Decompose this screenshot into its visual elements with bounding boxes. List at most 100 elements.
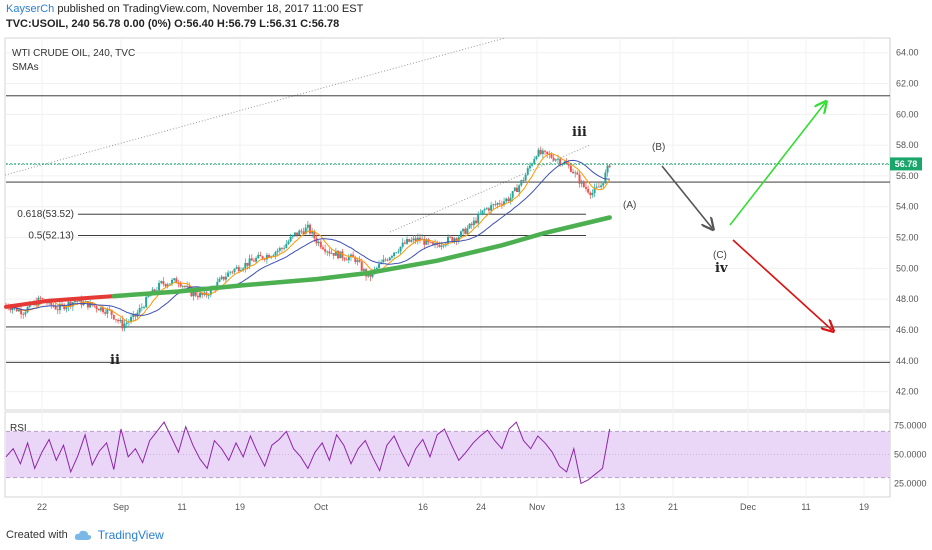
fib-label: 0.5(52.13) <box>28 231 74 242</box>
candle-body <box>330 252 333 254</box>
candle-body <box>600 185 603 188</box>
candle-body <box>360 261 363 271</box>
candle-body <box>507 198 510 202</box>
candle-body <box>188 285 191 288</box>
candle-body <box>518 185 521 192</box>
candle-body <box>406 239 409 244</box>
candle-body <box>597 186 600 188</box>
candle-body <box>563 162 566 164</box>
rsi-line <box>5 421 611 485</box>
candle-body <box>399 246 402 252</box>
candle-body <box>347 257 350 261</box>
candle-body <box>91 302 94 306</box>
candle-body <box>121 319 124 329</box>
candle-body <box>485 208 488 210</box>
candle-body <box>216 281 219 289</box>
bearish-arrow[interactable] <box>732 239 832 330</box>
rsi-tick-label: 50.0000 <box>894 450 927 460</box>
candle-body <box>431 242 434 245</box>
candle-body <box>442 245 445 247</box>
price-pane-frame <box>4 37 891 411</box>
rsi-tick-label: 25.0000 <box>894 478 927 488</box>
projection-arrow-c[interactable] <box>661 165 712 228</box>
candle-body <box>67 301 70 307</box>
price-tick-label: 50.00 <box>896 263 919 273</box>
candle-body <box>140 307 143 309</box>
fibonacci-levels: 0.618(53.52) 0.5(52.13) <box>17 209 586 242</box>
candle-body <box>375 267 378 270</box>
candle-body <box>466 228 469 234</box>
candle-body <box>89 302 92 308</box>
candle-body <box>205 292 208 296</box>
candle-body <box>397 251 400 253</box>
author-link[interactable]: KayserCh <box>6 3 55 15</box>
candle-body <box>468 223 471 229</box>
candle-body <box>531 163 534 166</box>
time-tick-label: Nov <box>529 502 546 512</box>
candle-body <box>414 238 417 242</box>
candle-body <box>76 301 79 302</box>
chart-title: WTI CRUDE OIL, 240, TVC <box>12 48 135 59</box>
candle-body <box>332 252 335 256</box>
candle-body <box>183 285 186 287</box>
candle-body <box>50 300 53 305</box>
candle-body <box>390 256 393 258</box>
candle-body <box>541 150 544 155</box>
indicator-label[interactable]: SMAs <box>12 62 39 73</box>
candle-body <box>591 193 594 196</box>
candle-body <box>505 198 508 202</box>
price-tick-label: 58.00 <box>896 140 919 150</box>
candle-body <box>117 319 120 322</box>
candle-body <box>509 197 512 202</box>
candle-body <box>313 231 316 239</box>
candle-body <box>255 258 258 262</box>
candle-body <box>168 283 171 285</box>
candle-body <box>276 250 279 253</box>
candle-body <box>84 301 87 302</box>
candle-body <box>464 228 467 234</box>
candle-body <box>587 188 590 193</box>
candle-body <box>287 241 290 245</box>
candle-body <box>604 172 607 184</box>
candle-body <box>524 174 527 181</box>
tradingview-brand[interactable]: TradingView <box>97 528 164 542</box>
time-grid <box>41 38 865 497</box>
candle-body <box>145 296 148 308</box>
candle-body <box>104 312 107 314</box>
candle-body <box>580 181 583 184</box>
candle-body <box>410 240 413 242</box>
price-tick-label: 64.00 <box>896 48 919 58</box>
candle-body <box>317 241 320 244</box>
time-tick-label: 24 <box>476 502 486 512</box>
candle-body <box>296 232 299 236</box>
candle-body <box>334 250 337 256</box>
price-tick-label: 42.00 <box>896 387 919 397</box>
time-tick-label: 13 <box>615 502 625 512</box>
candle-body <box>106 308 109 314</box>
price-tick-label: 46.00 <box>896 325 919 335</box>
candle-body <box>449 236 452 238</box>
time-tick-label: 19 <box>859 502 869 512</box>
bullish-arrow[interactable] <box>729 103 825 226</box>
candle-body <box>114 319 117 321</box>
candle-body <box>209 288 212 295</box>
rsi-tick-label: 75.0000 <box>894 421 927 431</box>
wave-label-b: (B) <box>652 142 665 153</box>
candle-body <box>490 205 493 211</box>
candle-body <box>416 237 419 242</box>
candle-body <box>367 274 370 277</box>
price-tick-label: 48.00 <box>896 294 919 304</box>
candle-body <box>194 291 197 296</box>
candle-body <box>552 157 555 161</box>
candle-body <box>160 281 163 283</box>
candle-body <box>481 210 484 214</box>
price-tag <box>890 157 922 171</box>
candle-body <box>110 309 113 315</box>
candle-body <box>192 291 195 297</box>
tradingview-cloud-icon <box>74 530 91 540</box>
candle-body <box>233 268 236 272</box>
candle-body <box>343 258 346 260</box>
time-tick-label: 11 <box>177 502 186 512</box>
candle-body <box>257 254 260 259</box>
